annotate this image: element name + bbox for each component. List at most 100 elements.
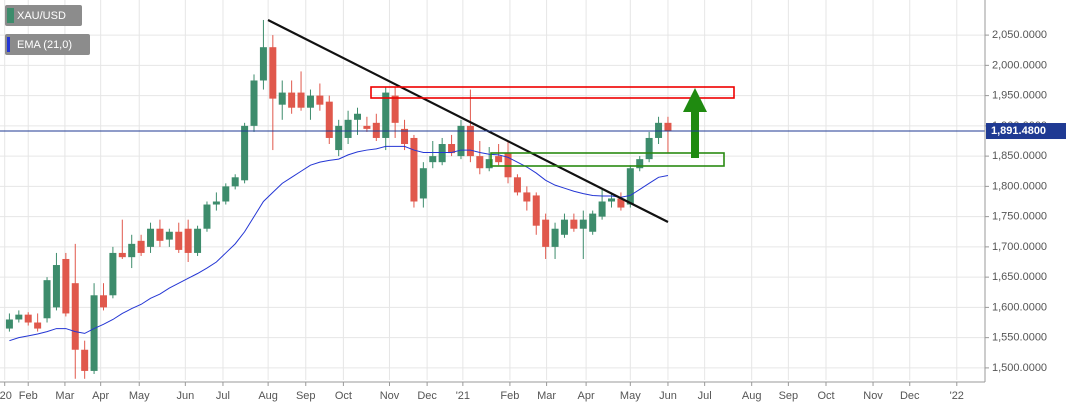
y-tick-label: 1,750.0000 — [992, 211, 1047, 223]
candle-body — [335, 125, 343, 151]
y-tick-label: 2,000.0000 — [992, 59, 1047, 71]
y-tick-label: 1,950.0000 — [992, 90, 1047, 102]
candle-body — [99, 295, 107, 308]
x-tick-label: Jun — [176, 390, 194, 402]
legend-box — [5, 34, 90, 55]
y-tick-label: 1,700.0000 — [992, 241, 1047, 253]
candle-body — [24, 314, 32, 323]
candle-body — [664, 122, 672, 132]
candle-body — [297, 92, 305, 108]
candle-body — [212, 201, 220, 205]
candle-body — [551, 228, 559, 247]
grid-layer — [0, 0, 985, 380]
candle-body — [523, 192, 531, 202]
candle-body — [184, 228, 192, 253]
legend-box — [5, 5, 82, 26]
candle-body — [655, 122, 663, 138]
y-tick-label: 1,800.0000 — [992, 180, 1047, 192]
x-tick-label: '21 — [456, 390, 470, 402]
last-price-box — [986, 123, 1066, 140]
axis-layer: 1,500.0000 1,550.0000 1,600.0000 1,650.0000… — [0, 29, 1066, 402]
candle-body — [43, 280, 51, 319]
candle-body — [513, 177, 521, 193]
candle-body — [175, 231, 183, 250]
candle-body — [645, 137, 653, 160]
candle-body — [165, 231, 173, 240]
candle-body — [579, 219, 587, 229]
candle-body — [118, 252, 126, 258]
candle-body — [589, 213, 597, 232]
x-tick-label: Jul — [698, 390, 712, 402]
candle-body — [288, 92, 296, 108]
y-tick-label: 1,550.0000 — [992, 332, 1047, 344]
candle-body — [325, 101, 333, 138]
x-tick-label: Nov — [380, 390, 400, 402]
candle-body — [52, 265, 60, 308]
x-tick-label: Sep — [779, 390, 799, 402]
candle-body — [560, 219, 568, 235]
trend-line — [267, 19, 669, 223]
x-tick-label: '22 — [950, 390, 964, 402]
candle-body — [448, 144, 456, 154]
candle-body — [401, 128, 409, 145]
candle-body — [222, 186, 230, 202]
candle-body — [438, 144, 446, 163]
candle-body — [457, 125, 465, 157]
candle-body — [636, 159, 644, 169]
candle-body — [542, 219, 550, 247]
candle-body — [363, 125, 371, 129]
legend-swatch — [7, 37, 10, 52]
candle-body — [504, 153, 512, 178]
candle-body — [466, 125, 474, 157]
target-arrow-head — [683, 88, 707, 112]
x-tick-label: Dec — [417, 390, 437, 402]
candle-body — [137, 240, 145, 253]
y-tick-label: 2,050.0000 — [992, 29, 1047, 41]
candle-body — [419, 168, 427, 199]
candle-body — [71, 283, 79, 350]
candle-body — [532, 195, 540, 226]
x-tick-label: Aug — [258, 390, 278, 402]
candle-body — [495, 156, 503, 163]
candle-body — [128, 243, 136, 258]
candle-body — [391, 95, 399, 123]
legend-label: EMA (21,0) — [17, 39, 72, 51]
x-tick-label: Jun — [659, 390, 677, 402]
candle-body — [570, 219, 578, 229]
candle-body — [194, 228, 202, 253]
x-tick-label: Mar — [55, 390, 74, 402]
candle-body — [90, 295, 98, 371]
legend-swatch — [7, 8, 14, 23]
candle-body — [81, 349, 89, 371]
candle-body — [353, 113, 361, 120]
support-zone — [490, 152, 725, 167]
x-tick-label: Mar — [537, 390, 556, 402]
candle-body — [372, 122, 380, 138]
legend: XAU/USD EMA (21,0) — [5, 5, 90, 55]
last-price-label: 1,891.4800 — [991, 125, 1046, 137]
candle-body — [617, 198, 625, 208]
plot-layer — [5, 19, 672, 379]
x-tick-label: Aug — [742, 390, 762, 402]
annotation-layer — [0, 19, 985, 223]
resistance-zone — [370, 86, 735, 99]
candle-body — [382, 92, 390, 138]
candle-body — [62, 258, 70, 314]
candle-body — [410, 137, 418, 202]
candle-body — [147, 228, 155, 247]
candle-body — [259, 47, 267, 81]
y-tick-label: 1,500.0000 — [992, 362, 1047, 374]
x-tick-label: Apr — [92, 390, 109, 402]
candle-body — [476, 156, 484, 169]
x-tick-label: Oct — [335, 390, 352, 402]
candle-body — [485, 159, 493, 169]
y-tick-label: 1,850.0000 — [992, 150, 1047, 162]
target-arrow-shaft — [691, 110, 699, 158]
candle-body — [626, 168, 634, 205]
candle-body — [250, 80, 258, 126]
y-tick-label: 1,600.0000 — [992, 301, 1047, 313]
candle-body — [156, 228, 164, 241]
candle-body — [269, 47, 277, 99]
candle-body — [306, 95, 314, 108]
